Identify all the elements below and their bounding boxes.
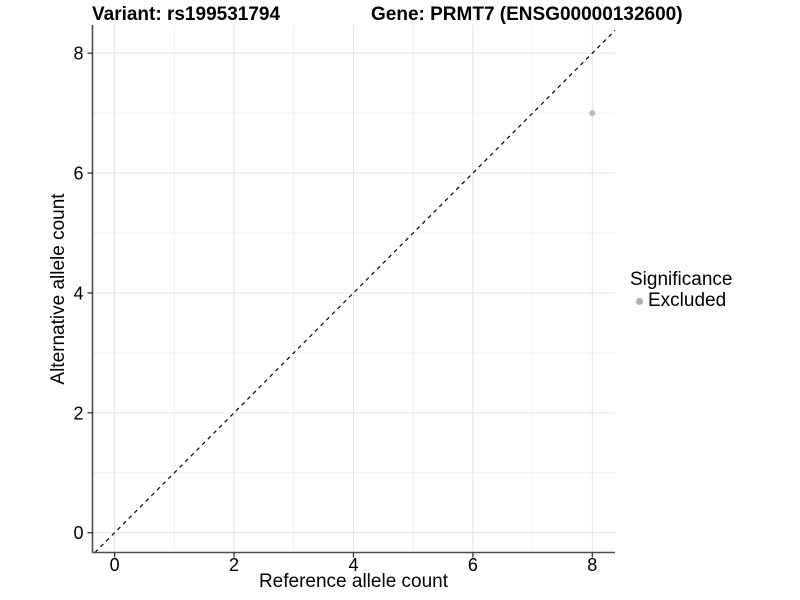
legend: Significance Excluded — [630, 269, 732, 311]
plot-title-variant: Variant: rs199531794 — [92, 4, 281, 25]
x-tick-label: 8 — [587, 555, 597, 575]
x-tick-label: 4 — [348, 555, 358, 575]
y-tick-label: 2 — [73, 403, 83, 423]
x-axis-title: Reference allele count — [258, 571, 449, 592]
legend-item-label: Excluded — [648, 290, 727, 311]
plot-title-gene: Gene: PRMT7 (ENSG00000132600) — [371, 4, 683, 25]
x-tick-label: 2 — [229, 555, 239, 575]
y-tick-label: 8 — [73, 44, 83, 64]
y-axis-title: Alternative allele count — [48, 193, 69, 385]
y-tick-label: 4 — [73, 283, 83, 303]
x-tick-label: 0 — [110, 555, 120, 575]
data-point — [589, 110, 596, 117]
x-tick-label: 6 — [468, 555, 478, 575]
identity-line — [94, 29, 616, 553]
y-tick-label: 6 — [73, 164, 83, 184]
legend-title: Significance — [630, 269, 733, 290]
legend-item-excluded: Excluded — [630, 291, 732, 311]
y-tick-label: 0 — [73, 523, 83, 543]
legend-point-icon — [636, 297, 643, 305]
